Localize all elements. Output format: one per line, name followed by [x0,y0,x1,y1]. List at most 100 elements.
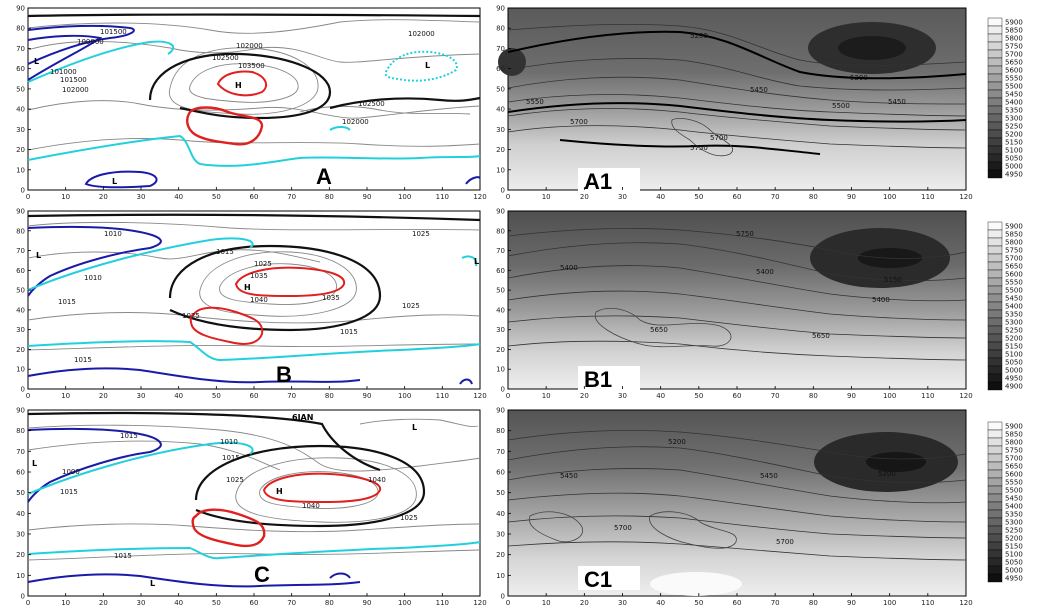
legend-swatch [987,445,1003,455]
legend-swatch [987,293,1003,303]
legend-swatch [987,153,1003,163]
contour-label: 103500 [238,62,265,70]
panel-frame [27,409,481,597]
contour-label: 1015 [340,328,358,336]
legend-label: 5450 [1005,495,1023,503]
contour-labels: 5200 5450 5550 5200 5500 5450 5700 5700 … [526,32,906,152]
x-tick-label: 80 [325,392,334,400]
height-map-panel-c1: 5200 5450 5450 5200 5700 5700 C1 0 10 20 30… [496,407,973,608]
legend-label: 5550 [1005,479,1023,487]
contour-label: 1015 [114,552,132,560]
legend-swatch [987,221,1003,231]
legend-swatch [987,49,1003,59]
legend-swatch [987,129,1003,139]
height-map-panel-b1: 5750 5400 5400 5150 5400 5650 5650 B1 0 1… [496,208,973,401]
x-tick-label: 70 [771,599,780,607]
y-tick-label: 70 [496,448,505,456]
legend-label: 4950 [1005,171,1023,179]
x-tick-label: 40 [174,599,183,607]
legend-label: 5600 [1005,67,1023,75]
legend-label: 5100 [1005,351,1023,359]
legend-swatch [987,365,1003,375]
contour-label: 5550 [526,98,544,106]
x-tick-label: 0 [26,599,30,607]
x-axis: 0 10 20 30 40 50 60 70 80 90 100 110 120 [506,386,973,400]
legend-swatch [987,573,1003,583]
pressure-map-panel-a: 101500 100000 101000 101500 102000 10200… [16,5,487,202]
contour-labels: 1015 1010 1015 1000 1015 1025 1040 1040 … [60,432,418,560]
contour-label: 102000 [342,118,369,126]
y-tick-label: 20 [496,346,505,354]
cyan-isobars [27,40,481,167]
contour-label: 5400 [560,264,578,272]
x-tick-label: 120 [473,193,486,201]
legend-swatch [987,317,1003,327]
legend-swatch [987,237,1003,247]
high-isobars [191,472,381,548]
legend-label: 5050 [1005,155,1023,163]
x-tick-label: 20 [99,599,108,607]
x-tick-label: 100 [883,392,896,400]
x-tick-label: 70 [287,193,296,201]
y-tick-label: 40 [496,106,505,114]
x-tick-label: 110 [921,193,934,201]
contour-label: 1025 [226,476,244,484]
pressure-low-marker: L [412,423,417,432]
y-tick-label: 70 [496,247,505,255]
y-tick-label: 30 [496,531,505,539]
contour-label: 5450 [760,472,778,480]
contour-label: 5400 [872,296,890,304]
panel-label: A [316,164,332,189]
contour-label: 1025 [402,302,420,310]
panel-label: B1 [584,367,612,392]
x-tick-label: 110 [436,392,449,400]
legend-label: 4950 [1005,375,1023,383]
y-tick-label: 90 [496,407,505,415]
y-tick-label: 30 [16,326,25,334]
legend-swatch [987,421,1003,431]
legend-label: 5900 [1005,423,1023,431]
y-tick-label: 30 [496,326,505,334]
y-tick-label: 70 [16,247,25,255]
x-tick-label: 120 [473,599,486,607]
legend-label: 5800 [1005,35,1023,43]
legend-swatch [987,357,1003,367]
legend-label: 5200 [1005,335,1023,343]
x-tick-label: 80 [809,193,818,201]
x-tick-label: 10 [61,392,70,400]
x-tick-label: 30 [618,193,627,201]
legend-label: 5400 [1005,99,1023,107]
legend-label: 5900 [1005,223,1023,231]
x-tick-label: 0 [506,392,510,400]
contour-label: 1040 [368,476,386,484]
y-tick-label: 20 [16,551,25,559]
y-tick-label: 50 [16,85,25,93]
x-tick-label: 60 [250,392,259,400]
legend-label: 5150 [1005,343,1023,351]
x-tick-label: 100 [398,193,411,201]
x-tick-label: 120 [473,392,486,400]
legend-swatch [987,549,1003,559]
y-tick-label: 60 [496,469,505,477]
legend-swatch [987,25,1003,35]
legend-label: 5350 [1005,511,1023,519]
height-low-core [866,452,926,472]
y-tick-label: 60 [16,267,25,275]
x-tick-label: 100 [883,599,896,607]
x-tick-label: 50 [694,392,703,400]
contour-label: 100000 [77,38,104,46]
y-tick-label: 50 [496,85,505,93]
x-tick-label: 120 [959,193,972,201]
contour-label: 101500 [60,76,87,84]
legend-label: 5700 [1005,51,1023,59]
legend-label: 5200 [1005,131,1023,139]
legend-label: 5650 [1005,263,1023,271]
pressure-high-marker: H [244,283,251,292]
low-isobars [27,427,361,588]
legend-label: 5500 [1005,487,1023,495]
legend-swatch [987,269,1003,279]
x-tick-label: 90 [847,599,856,607]
contour-label: 5200 [668,438,686,446]
y-tick-label: 0 [501,187,505,195]
contour-label: 1025 [412,230,430,238]
